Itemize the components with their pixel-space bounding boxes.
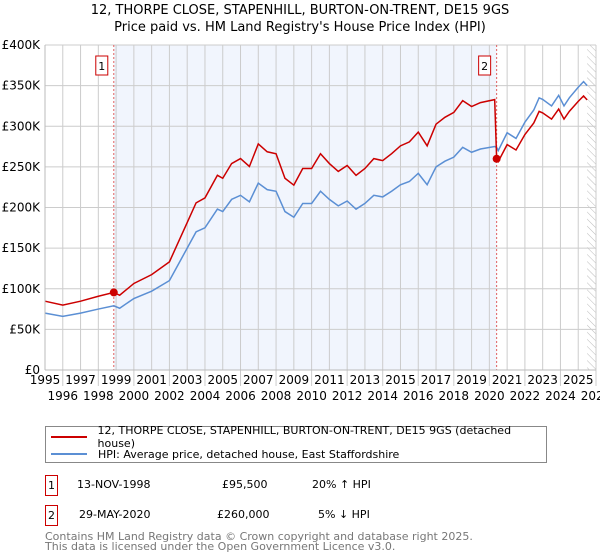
x-tick-label: 1999 [101, 373, 132, 387]
x-tick-label: 2024 [545, 389, 576, 403]
transaction-hpi-diff: 5% ↓ HPI [318, 508, 370, 521]
y-tick-label: £0 [25, 363, 40, 377]
y-tick-label: £250K [2, 160, 42, 174]
hpi-line [44, 80, 588, 318]
x-tick-label: 2008 [261, 389, 292, 403]
sale-marker-box [478, 55, 492, 76]
x-tick-label: 2025 [563, 373, 594, 387]
x-tick-label: 2013 [350, 373, 381, 387]
footer-copyright: Contains HM Land Registry data © Crown c… [45, 530, 473, 543]
x-tick-label: 2007 [243, 373, 274, 387]
transaction-price: £260,000 [217, 508, 270, 521]
x-tick-label: 2019 [456, 373, 487, 387]
x-tick-label: 2023 [527, 373, 558, 387]
x-tick-label: 2018 [439, 389, 470, 403]
legend-item-property: 12, THORPE CLOSE, STAPENHILL, BURTON-ON-… [46, 424, 546, 450]
y-tick-label: £350K [2, 79, 42, 93]
y-tick-label: £50K [9, 322, 41, 336]
transaction-row: 1 13-NOV-1998 £95,500 20% ↑ HPI [45, 475, 600, 496]
y-tick-label: £100K [2, 282, 42, 296]
legend-item-hpi: HPI: Average price, detached house, East… [46, 446, 399, 462]
x-tick-label: 2012 [332, 389, 363, 403]
x-tick-label: 2002 [154, 389, 185, 403]
y-tick-label: £150K [2, 241, 42, 255]
x-tick-label: 1998 [83, 389, 114, 403]
legend: 12, THORPE CLOSE, STAPENHILL, BURTON-ON-… [45, 424, 547, 463]
x-tick-label: 2006 [225, 389, 256, 403]
property-price-line [44, 94, 588, 306]
sale-point [492, 154, 501, 163]
x-tick-label: 2009 [279, 373, 310, 387]
x-tick-label: 2003 [172, 373, 203, 387]
x-tick-label: 2021 [492, 373, 523, 387]
y-tick-label: £300K [2, 119, 42, 133]
chart-subtitle: Price paid vs. HM Land Registry's House … [114, 20, 486, 35]
sale-point [109, 288, 118, 297]
legend-swatch-red [51, 436, 87, 438]
transaction-date: 29-MAY-2020 [79, 508, 151, 521]
transaction-date: 13-NOV-1998 [77, 478, 151, 491]
price-chart: 1995 1996 1997 1998 1999 2000 2001 2002 2003 2004… [2, 38, 600, 403]
transaction-row: 2 29-MAY-2020 £260,000 5% ↓ HPI [45, 505, 600, 526]
x-tick-label: 2014 [367, 389, 398, 403]
sale-marker-label: 2 [481, 60, 488, 73]
sale-marker-box [95, 55, 109, 76]
transaction-hpi-diff: 20% ↑ HPI [312, 478, 371, 491]
y-tick-label: £200K [2, 201, 42, 215]
marker-badge: 1 [45, 475, 58, 496]
x-tick-label: 2010 [296, 389, 327, 403]
legend-label: HPI: Average price, detached house, East… [98, 447, 400, 461]
legend-label: 12, THORPE CLOSE, STAPENHILL, BURTON-ON-… [97, 424, 512, 450]
chart-title: 12, THORPE CLOSE, STAPENHILL, BURTON-ON-… [90, 3, 510, 18]
transaction-price: £95,500 [222, 478, 268, 491]
x-tick-label: 1995 [30, 373, 61, 387]
x-tick-label: 2001 [136, 373, 167, 387]
x-tick-label: 1996 [48, 389, 79, 403]
x-tick-label: 2026 [581, 389, 600, 403]
x-tick-label: 2005 [207, 373, 238, 387]
footer-licence: This data is licensed under the Open Gov… [45, 540, 396, 553]
sale-marker-label: 1 [98, 60, 105, 73]
x-tick-label: 2016 [403, 389, 434, 403]
x-tick-label: 2015 [385, 373, 416, 387]
x-tick-label: 2000 [119, 389, 150, 403]
legend-swatch-blue [51, 453, 87, 455]
y-tick-label: £400K [2, 38, 42, 52]
x-tick-label: 1997 [65, 373, 96, 387]
x-tick-label: 2022 [510, 389, 541, 403]
x-tick-label: 2011 [314, 373, 345, 387]
marker-badge: 2 [45, 505, 58, 526]
x-tick-label: 2004 [190, 389, 221, 403]
x-tick-label: 2020 [474, 389, 505, 403]
x-tick-label: 2017 [421, 373, 452, 387]
